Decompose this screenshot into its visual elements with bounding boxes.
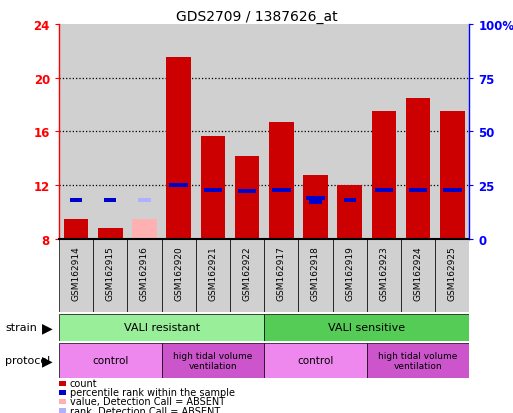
Text: value, Detection Call = ABSENT: value, Detection Call = ABSENT — [70, 396, 225, 406]
Text: GSM162918: GSM162918 — [311, 245, 320, 300]
Bar — [139, 199, 151, 202]
Text: count: count — [70, 378, 97, 388]
Text: GSM162923: GSM162923 — [380, 245, 388, 300]
Bar — [272, 189, 290, 192]
Bar — [299, 240, 332, 312]
Text: GSM162922: GSM162922 — [243, 245, 251, 300]
Text: GSM162915: GSM162915 — [106, 245, 115, 300]
Text: high tidal volume
ventilation: high tidal volume ventilation — [379, 351, 458, 370]
Bar — [162, 25, 196, 240]
Bar — [196, 240, 230, 312]
Bar — [409, 189, 427, 192]
Text: control: control — [92, 355, 128, 366]
Bar — [299, 25, 332, 240]
Bar — [443, 189, 462, 192]
Text: GSM162924: GSM162924 — [413, 245, 423, 300]
Bar — [230, 240, 264, 312]
Bar — [371, 112, 396, 240]
Text: ▶: ▶ — [42, 320, 52, 334]
Bar — [64, 219, 88, 240]
Text: high tidal volume
ventilation: high tidal volume ventilation — [173, 351, 252, 370]
Text: GSM162919: GSM162919 — [345, 245, 354, 300]
Text: GDS2709 / 1387626_at: GDS2709 / 1387626_at — [175, 10, 338, 24]
Bar — [235, 157, 260, 240]
Bar — [204, 189, 222, 192]
Text: GSM162917: GSM162917 — [277, 245, 286, 300]
Bar — [264, 343, 367, 378]
Text: strain: strain — [5, 322, 37, 332]
Bar — [59, 343, 162, 378]
Bar — [93, 240, 127, 312]
Bar — [59, 314, 264, 341]
Bar — [401, 25, 435, 240]
Bar — [306, 197, 325, 200]
Bar — [59, 25, 93, 240]
Bar — [70, 199, 82, 202]
Bar — [367, 25, 401, 240]
Bar — [344, 199, 356, 202]
Bar — [264, 240, 299, 312]
Bar — [332, 25, 367, 240]
Text: GSM162925: GSM162925 — [448, 245, 457, 300]
Text: GSM162914: GSM162914 — [72, 245, 81, 300]
Bar — [435, 240, 469, 312]
Bar — [196, 25, 230, 240]
Bar — [367, 240, 401, 312]
Text: GSM162920: GSM162920 — [174, 245, 183, 300]
Bar — [238, 190, 256, 194]
Bar — [264, 314, 469, 341]
Bar — [127, 240, 162, 312]
Bar — [93, 25, 127, 240]
Bar — [435, 25, 469, 240]
Bar — [98, 229, 123, 240]
Bar — [104, 199, 116, 202]
Bar — [264, 25, 299, 240]
Bar — [374, 189, 393, 192]
Bar — [127, 25, 162, 240]
Bar — [162, 343, 264, 378]
Text: protocol: protocol — [5, 355, 50, 366]
Bar — [309, 201, 322, 204]
Bar — [201, 136, 225, 240]
Text: percentile rank within the sample: percentile rank within the sample — [70, 387, 235, 397]
Bar — [338, 186, 362, 240]
Text: rank, Detection Call = ABSENT: rank, Detection Call = ABSENT — [70, 406, 220, 413]
Bar — [132, 219, 157, 240]
Bar — [230, 25, 264, 240]
Text: ▶: ▶ — [42, 354, 52, 367]
Bar — [162, 240, 196, 312]
Text: GSM162916: GSM162916 — [140, 245, 149, 300]
Text: control: control — [298, 355, 333, 366]
Bar — [406, 99, 430, 240]
Text: GSM162921: GSM162921 — [208, 245, 218, 300]
Bar — [401, 240, 435, 312]
Bar — [169, 184, 188, 188]
Bar — [59, 240, 93, 312]
Bar — [440, 112, 465, 240]
Bar — [166, 58, 191, 240]
Bar — [367, 343, 469, 378]
Text: VALI sensitive: VALI sensitive — [328, 322, 405, 332]
Text: VALI resistant: VALI resistant — [124, 322, 200, 332]
Bar — [332, 240, 367, 312]
Bar — [303, 175, 328, 240]
Bar — [269, 123, 293, 240]
